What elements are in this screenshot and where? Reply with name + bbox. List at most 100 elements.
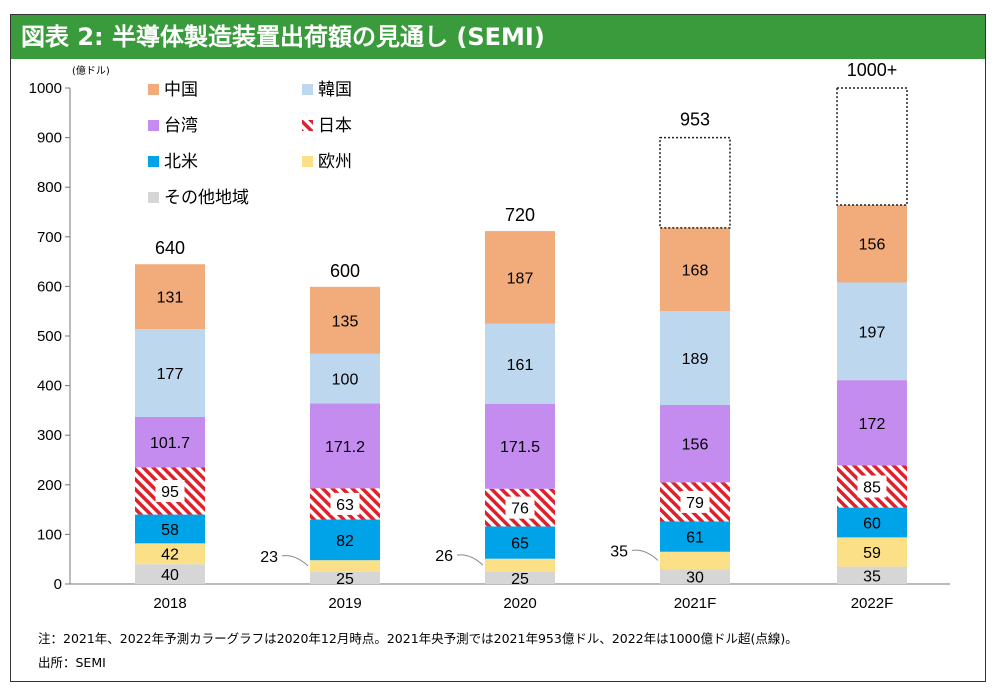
data-label: 76 — [511, 501, 529, 518]
data-label: 95 — [161, 484, 179, 501]
legend-swatch-europe — [302, 156, 313, 167]
figure-title: 図表 2: 半導体製造装置出荷額の見通し (SEMI) — [11, 15, 985, 59]
data-label: 187 — [507, 270, 534, 287]
bar-segment-korea — [660, 311, 730, 405]
x-tick-label: 2021F — [674, 595, 717, 612]
bar-segment-china — [310, 286, 380, 354]
total-label: 720 — [505, 205, 535, 225]
y-tick-label: 600 — [37, 278, 62, 295]
x-tick-label: 2020 — [503, 595, 536, 612]
data-label-bg — [505, 496, 535, 519]
data-label: 63 — [336, 497, 354, 514]
data-label: 61 — [686, 530, 704, 547]
bar-segment-taiwan — [837, 380, 907, 466]
y-tick-label: 400 — [37, 378, 62, 395]
bar-segment-north_america — [135, 514, 205, 544]
bar-segment-taiwan — [485, 403, 555, 489]
y-tick-label: 0 — [54, 576, 62, 593]
callout-leader — [281, 555, 309, 567]
total-label: 640 — [155, 238, 185, 258]
bar-segment-china — [837, 205, 907, 283]
data-label-bg — [857, 475, 887, 498]
data-label-bg — [680, 490, 710, 513]
legend-swatch-china — [148, 84, 159, 95]
data-label: 79 — [686, 495, 704, 512]
data-label-bg — [155, 480, 185, 502]
x-tick-label: 2019 — [328, 595, 361, 612]
bar-segment-north_america — [837, 507, 907, 538]
data-label: 189 — [682, 351, 709, 368]
y-tick-label: 200 — [37, 477, 62, 494]
bar-segment-china — [135, 264, 205, 330]
bar-segment-china — [660, 227, 730, 312]
chart-source: 出所：SEMI — [38, 655, 106, 670]
data-label: 156 — [859, 237, 886, 254]
callout-label: 26 — [435, 548, 453, 565]
bar-segment-north_america — [660, 521, 730, 552]
data-label: 59 — [863, 545, 881, 562]
bar-segment-north_america — [485, 526, 555, 559]
data-label: 58 — [161, 522, 179, 539]
data-label: 101.7 — [150, 435, 190, 452]
legend-swatch-japan — [302, 120, 313, 131]
y-tick-label: 1000 — [29, 80, 62, 97]
y-tick-label: 800 — [37, 179, 62, 196]
bar-segment-other — [310, 571, 380, 584]
bar-segment-korea — [485, 323, 555, 404]
legend-swatch-other — [148, 192, 159, 203]
y-axis-unit-label: (億ドル) — [72, 64, 110, 77]
total-label: 1000+ — [847, 60, 898, 80]
legend-label: その他地域 — [164, 188, 249, 208]
bar-segment-taiwan — [660, 404, 730, 483]
bar-segment-other — [135, 564, 205, 584]
data-label: 131 — [157, 290, 184, 307]
legend-label: 欧州 — [318, 152, 352, 172]
y-tick-label: 100 — [37, 526, 62, 543]
bar-segment-taiwan — [135, 416, 205, 468]
x-tick-label: 2022F — [851, 595, 894, 612]
data-label: 177 — [157, 366, 184, 383]
callout-leader — [631, 549, 659, 561]
legend-label: 韓国 — [318, 80, 352, 100]
x-tick-label: 2018 — [153, 595, 186, 612]
data-label: 65 — [511, 536, 529, 553]
data-label: 161 — [507, 357, 534, 374]
legend-swatch-taiwan — [148, 120, 159, 131]
callout-label: 35 — [610, 543, 628, 560]
data-label: 25 — [511, 571, 529, 588]
legend-label: 中国 — [164, 80, 198, 100]
bar-segment-korea — [310, 353, 380, 404]
chart-note: 注：2021年、2022年予測カラーグラフは2020年12月時点。2021年央予… — [38, 631, 798, 646]
bar-segment-china — [485, 231, 555, 324]
data-label: 156 — [682, 437, 709, 454]
data-label: 30 — [686, 570, 704, 587]
bar-segment-europe — [310, 560, 380, 572]
data-label: 85 — [863, 480, 881, 497]
y-tick-label: 300 — [37, 427, 62, 444]
total-label: 953 — [680, 110, 710, 130]
data-label: 171.2 — [325, 439, 365, 456]
forecast-outline — [836, 87, 908, 206]
bar-segment-europe — [135, 543, 205, 565]
legend-label: 日本 — [318, 116, 352, 136]
data-label: 135 — [332, 313, 359, 330]
data-label-bg — [330, 492, 360, 515]
y-tick-label: 500 — [37, 328, 62, 345]
legend-swatch-korea — [302, 84, 313, 95]
bar-segment-europe — [485, 558, 555, 572]
data-label: 172 — [859, 416, 886, 433]
data-label: 35 — [863, 568, 881, 585]
bar-segment-korea — [837, 282, 907, 381]
bar-segment-europe — [837, 537, 907, 567]
bar-segment-korea — [135, 329, 205, 417]
y-tick-label: 900 — [37, 130, 62, 147]
bar-segment-other — [485, 571, 555, 584]
data-label: 25 — [336, 571, 354, 588]
callout-label: 23 — [260, 549, 278, 566]
forecast-outline — [659, 136, 731, 229]
legend-label: 北米 — [164, 152, 198, 172]
bar-segment-north_america — [310, 519, 380, 561]
data-label: 42 — [161, 547, 179, 564]
bar-segment-europe — [660, 551, 730, 570]
